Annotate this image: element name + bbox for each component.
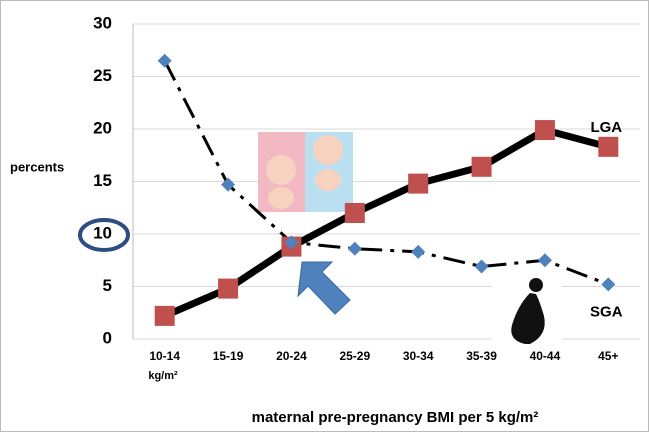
series-label: SGA — [590, 303, 623, 320]
y-tick-label: 20 — [93, 118, 112, 137]
baby-head — [266, 155, 296, 185]
y-tick-label: 15 — [93, 171, 112, 190]
chart: 0 5 10 15 20 25 30 10-14 15-19 20-24 25-29 30-34 35-… — [0, 0, 649, 432]
x-tick-label: 45+ — [598, 349, 618, 363]
baby-picture — [258, 132, 353, 212]
category-unit: kg/m² — [148, 370, 178, 382]
data-point — [598, 137, 618, 157]
data-point — [345, 203, 365, 223]
y-axis-label: percents — [10, 159, 64, 174]
data-point — [472, 157, 492, 177]
x-tick-label: 25-29 — [339, 349, 370, 363]
x-tick-label: 35-39 — [466, 349, 497, 363]
x-tick-label: 15-19 — [213, 349, 244, 363]
x-tick-label: 20-24 — [276, 349, 307, 363]
baby-body — [268, 187, 294, 209]
baby-head — [313, 135, 343, 165]
y-tick-label: 25 — [93, 66, 112, 85]
x-tick-label: 30-34 — [403, 349, 434, 363]
data-point — [218, 279, 238, 299]
y-tick-label: 5 — [103, 276, 112, 295]
pregnant-silhouette — [492, 270, 562, 348]
data-point — [408, 174, 428, 194]
data-point — [535, 120, 555, 140]
silhouette-head — [529, 278, 543, 292]
y-tick-label: 0 — [103, 328, 112, 347]
data-point — [155, 306, 175, 326]
x-tick-label: 40-44 — [530, 349, 561, 363]
y-tick-label: 30 — [93, 13, 112, 32]
baby-body — [315, 169, 341, 191]
y-tick-label: 10 — [93, 223, 112, 242]
series-label: LGA — [590, 119, 622, 136]
page: 0 5 10 15 20 25 30 10-14 15-19 20-24 25-29 30-34 35-… — [0, 0, 649, 432]
x-tick-label: 10-14 — [149, 349, 180, 363]
x-axis-label: maternal pre-pregnancy BMI per 5 kg/m² — [252, 409, 539, 426]
